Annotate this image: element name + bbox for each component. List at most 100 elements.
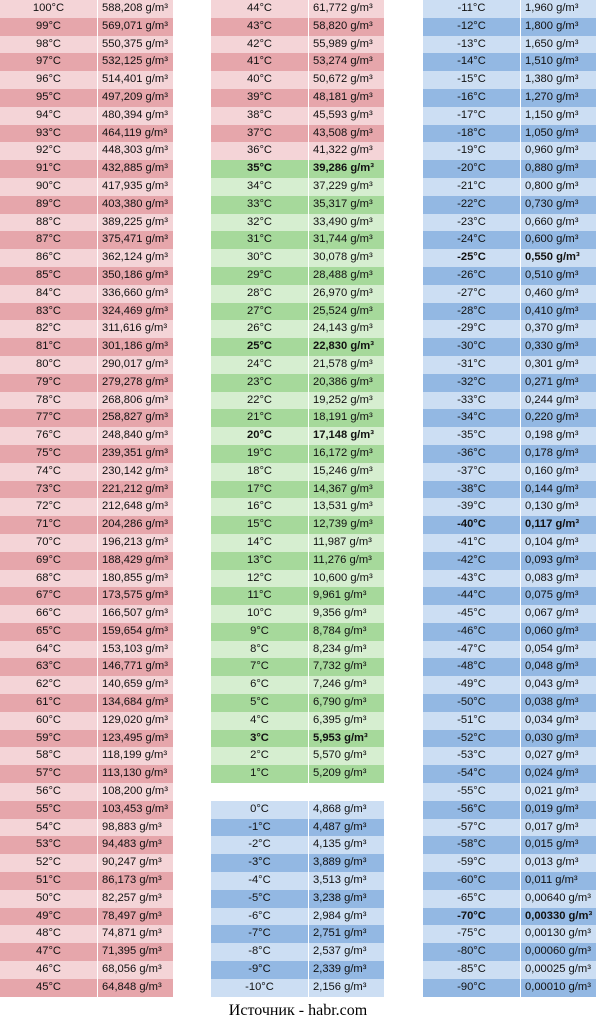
table-row: 13°C 11,276 g/m³ bbox=[211, 551, 384, 570]
cell-divider bbox=[308, 124, 309, 143]
density-cell: 268,806 g/m³ bbox=[98, 391, 173, 410]
cell-divider bbox=[308, 427, 309, 445]
temperature-cell: -32°C bbox=[423, 373, 520, 392]
density-cell: 0,015 g/m³ bbox=[521, 836, 596, 855]
cell-divider bbox=[308, 694, 309, 712]
temperature-cell: -33°C bbox=[423, 391, 520, 410]
temperature-cell: 55°C bbox=[0, 800, 97, 819]
cell-divider bbox=[308, 889, 309, 908]
cell-divider bbox=[308, 907, 309, 926]
temperature-cell: 66°C bbox=[0, 605, 97, 623]
cell-divider bbox=[97, 694, 98, 712]
cell-divider bbox=[97, 783, 98, 801]
cell-divider bbox=[520, 195, 521, 214]
temperature-cell: 92°C bbox=[0, 142, 97, 161]
temperature-cell: -55°C bbox=[423, 783, 520, 801]
density-cell: 15,246 g/m³ bbox=[309, 462, 384, 481]
cell-divider bbox=[308, 818, 309, 837]
cell-divider bbox=[520, 231, 521, 250]
density-cell: 5,209 g/m³ bbox=[309, 765, 384, 784]
temperature-cell: -15°C bbox=[423, 71, 520, 89]
density-cell: 0,301 g/m³ bbox=[521, 355, 596, 374]
density-cell: 5,953 g/m³ bbox=[309, 729, 384, 748]
table-row: 59°C 123,495 g/m³ bbox=[0, 729, 173, 748]
density-cell: 3,238 g/m³ bbox=[309, 889, 384, 908]
cell-divider bbox=[308, 53, 309, 72]
temperature-cell: 44°C bbox=[211, 0, 308, 18]
temperature-cell: 49°C bbox=[0, 907, 97, 926]
table-row: 25°C 22,830 g/m³ bbox=[211, 338, 384, 356]
density-cell: 4,135 g/m³ bbox=[309, 836, 384, 855]
cell-divider bbox=[520, 872, 521, 890]
table-row: -20°C 0,880 g/m³ bbox=[423, 160, 596, 178]
cell-divider bbox=[520, 391, 521, 410]
temperature-cell: 75°C bbox=[0, 444, 97, 463]
cell-divider bbox=[308, 462, 309, 481]
table-row: -60°C 0,011 g/m³ bbox=[423, 872, 596, 890]
temperature-cell: 61°C bbox=[0, 694, 97, 712]
cell-divider bbox=[97, 195, 98, 214]
temperature-cell: 54°C bbox=[0, 818, 97, 837]
table-row: -29°C 0,370 g/m³ bbox=[423, 320, 596, 339]
cell-divider bbox=[97, 889, 98, 908]
density-cell: 0,730 g/m³ bbox=[521, 195, 596, 214]
temperature-cell: -27°C bbox=[423, 284, 520, 303]
temperature-cell: -85°C bbox=[423, 961, 520, 979]
density-cell: 94,483 g/m³ bbox=[98, 836, 173, 855]
density-cell: 0,178 g/m³ bbox=[521, 444, 596, 463]
density-cell: 68,056 g/m³ bbox=[98, 961, 173, 979]
density-cell: 0,00025 g/m³ bbox=[521, 961, 596, 979]
density-cell: 3,889 g/m³ bbox=[309, 854, 384, 873]
cell-divider bbox=[520, 818, 521, 837]
table-row: -58°C 0,015 g/m³ bbox=[423, 836, 596, 855]
density-cell: 6,395 g/m³ bbox=[309, 711, 384, 730]
table-row: -35°C 0,198 g/m³ bbox=[423, 427, 596, 445]
cell-divider bbox=[520, 444, 521, 463]
temperature-cell: 93°C bbox=[0, 124, 97, 143]
table-row: 49°C 78,497 g/m³ bbox=[0, 907, 173, 926]
table-row: -49°C 0,043 g/m³ bbox=[423, 676, 596, 695]
density-cell: 55,989 g/m³ bbox=[309, 35, 384, 54]
temperature-cell: 69°C bbox=[0, 551, 97, 570]
table-row: 98°C 550,375 g/m³ bbox=[0, 35, 173, 54]
table-row: -31°C 0,301 g/m³ bbox=[423, 355, 596, 374]
cell-divider bbox=[308, 17, 309, 36]
table-row: -24°C 0,600 g/m³ bbox=[423, 231, 596, 250]
temperature-cell: -39°C bbox=[423, 498, 520, 517]
temperature-cell: 28°C bbox=[211, 284, 308, 303]
temperature-cell: 13°C bbox=[211, 551, 308, 570]
temperature-cell: 77°C bbox=[0, 409, 97, 428]
table-row: -25°C 0,550 g/m³ bbox=[423, 249, 596, 267]
table-row: -14°C 1,510 g/m³ bbox=[423, 53, 596, 72]
table-row: 71°C 204,286 g/m³ bbox=[0, 516, 173, 534]
table-row: 2°C 5,570 g/m³ bbox=[211, 747, 384, 766]
table-row: -9°C 2,339 g/m³ bbox=[211, 961, 384, 979]
cell-divider bbox=[97, 640, 98, 659]
temperature-cell: -20°C bbox=[423, 160, 520, 178]
table-row: 16°C 13,531 g/m³ bbox=[211, 498, 384, 517]
cell-divider bbox=[308, 747, 309, 766]
table-row: -28°C 0,410 g/m³ bbox=[423, 302, 596, 321]
temperature-cell: -3°C bbox=[211, 854, 308, 873]
temperature-cell: 29°C bbox=[211, 266, 308, 285]
table-row: 27°C 25,524 g/m³ bbox=[211, 302, 384, 321]
table-row: 84°C 336,660 g/m³ bbox=[0, 284, 173, 303]
cell-divider bbox=[520, 284, 521, 303]
temperature-cell: 79°C bbox=[0, 373, 97, 392]
temperature-cell: 46°C bbox=[0, 961, 97, 979]
temperature-cell: 31°C bbox=[211, 231, 308, 250]
cell-divider bbox=[308, 480, 309, 499]
table-row: -48°C 0,048 g/m³ bbox=[423, 658, 596, 677]
density-cell: 248,840 g/m³ bbox=[98, 427, 173, 445]
temperature-cell: 72°C bbox=[0, 498, 97, 517]
cell-divider bbox=[97, 284, 98, 303]
table-row: 18°C 15,246 g/m³ bbox=[211, 462, 384, 481]
density-cell: 11,276 g/m³ bbox=[309, 551, 384, 570]
density-cell: 1,050 g/m³ bbox=[521, 124, 596, 143]
cell-divider bbox=[308, 266, 309, 285]
cell-divider bbox=[97, 800, 98, 819]
table-row: 85°C 350,186 g/m³ bbox=[0, 266, 173, 285]
cell-divider bbox=[520, 854, 521, 873]
cell-divider bbox=[97, 961, 98, 979]
density-cell: 0,410 g/m³ bbox=[521, 302, 596, 321]
